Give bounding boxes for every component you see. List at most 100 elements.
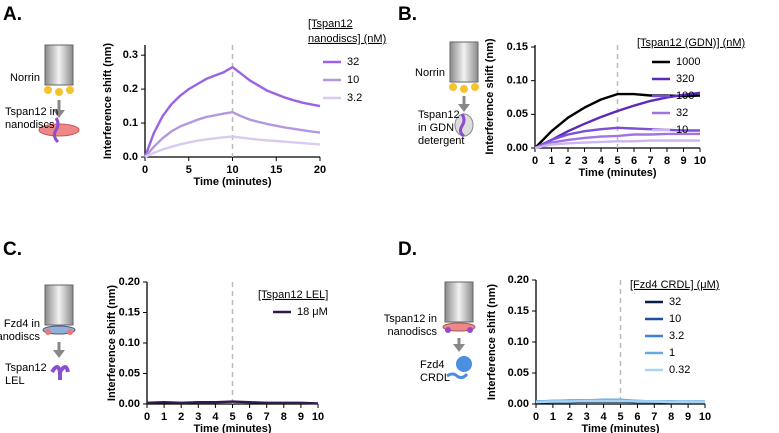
legend-label: 0.32 xyxy=(669,364,690,376)
legend-label: 1 xyxy=(669,347,675,359)
y-tick-label: 0.20 xyxy=(119,276,140,288)
panel-label: A. xyxy=(3,4,22,25)
panel-label: C. xyxy=(3,239,22,260)
schematic-label: Norrin xyxy=(10,72,40,84)
x-tick-label: 7 xyxy=(264,411,270,423)
y-tick-label: 0.05 xyxy=(119,367,140,379)
x-tick-label: 3 xyxy=(584,411,590,423)
y-tick-label: 0.10 xyxy=(507,75,528,87)
x-tick-label: 5 xyxy=(186,164,192,176)
legend-title: [Tspan12 xyxy=(308,18,353,30)
x-tick-label: 9 xyxy=(685,411,691,423)
x-tick-label: 2 xyxy=(567,411,573,423)
y-tick-label: 0.05 xyxy=(507,108,528,120)
schematic xyxy=(449,41,479,138)
x-axis-label: Time (minutes) xyxy=(193,423,271,433)
y-tick-label: 0.10 xyxy=(119,337,140,349)
x-tick-label: 8 xyxy=(668,411,674,423)
schematic-label: LEL xyxy=(5,375,25,387)
schematic-label: Tspan12 in xyxy=(5,106,58,118)
x-tick-label: 2 xyxy=(178,411,184,423)
x-tick-label: 9 xyxy=(680,155,686,167)
panel-label: D. xyxy=(398,239,417,260)
schematic-label: Norrin xyxy=(415,67,445,79)
y-tick-label: 0.00 xyxy=(507,142,528,154)
legend-label: 32 xyxy=(347,56,359,68)
x-tick-label: 5 xyxy=(614,155,620,167)
schematic-label: Tspan12 xyxy=(418,109,460,121)
x-tick-label: 7 xyxy=(651,411,657,423)
legend-label: 10 xyxy=(347,74,359,86)
x-tick-label: 4 xyxy=(212,411,219,423)
y-tick-label: 0.20 xyxy=(508,274,529,286)
x-tick-label: 20 xyxy=(314,164,326,176)
x-tick-label: 6 xyxy=(634,411,640,423)
legend-label: 1000 xyxy=(676,56,700,68)
schematic-label: nanodiscs xyxy=(387,326,437,338)
x-tick-label: 7 xyxy=(647,155,653,167)
y-axis-label: Interference shift (nm) xyxy=(486,284,498,400)
x-tick-label: 4 xyxy=(601,411,608,423)
schematic-label: nanodiscs xyxy=(0,331,40,343)
legend-label: 10 xyxy=(669,313,681,325)
series-line xyxy=(534,139,700,150)
x-tick-label: 4 xyxy=(598,155,605,167)
y-tick-label: 0.2 xyxy=(123,83,138,95)
y-tick-label: 0.15 xyxy=(119,306,140,318)
series-line xyxy=(146,400,319,405)
legend-title: [Fzd4 CRDL] (μM) xyxy=(630,279,719,291)
series-line xyxy=(535,399,705,404)
legend-label: 3.2 xyxy=(347,92,362,104)
legend-title: nanodiscs] (nM) xyxy=(308,33,386,45)
x-tick-label: 6 xyxy=(631,155,637,167)
legend-label: 32 xyxy=(676,107,688,119)
legend-label: 32 xyxy=(669,296,681,308)
schematic-label: Tspan12 in xyxy=(384,313,437,325)
panel-label: B. xyxy=(398,4,417,25)
y-axis-label: Interference shift (nm) xyxy=(106,285,118,401)
schematic-label: Tspan12 xyxy=(5,362,47,374)
x-tick-label: 0 xyxy=(144,411,150,423)
x-tick-label: 8 xyxy=(664,155,670,167)
series-line xyxy=(143,65,321,158)
x-tick-label: 0 xyxy=(533,411,539,423)
series-line xyxy=(144,111,321,158)
series-line xyxy=(534,91,701,150)
x-tick-label: 9 xyxy=(298,411,304,423)
legend-label: 18 μM xyxy=(297,306,328,318)
series-line xyxy=(144,135,321,159)
y-axis-label: Interference shift (nm) xyxy=(484,38,496,154)
y-tick-label: 0.0 xyxy=(123,151,138,163)
legend-label: 320 xyxy=(676,73,694,85)
schematic xyxy=(442,281,476,380)
x-tick-label: 15 xyxy=(270,164,282,176)
schematic-label: in GDN xyxy=(418,122,454,134)
x-tick-label: 8 xyxy=(281,411,287,423)
y-tick-label: 0.10 xyxy=(508,336,529,348)
x-tick-label: 10 xyxy=(312,411,324,423)
schematic-label: Fzd4 in xyxy=(4,318,40,330)
schematic-label: detergent xyxy=(418,135,464,147)
y-tick-label: 0.15 xyxy=(508,305,529,317)
x-tick-label: 0 xyxy=(142,164,148,176)
x-tick-label: 5 xyxy=(617,411,623,423)
legend-title: [Tspan12 (GDN)] (nM) xyxy=(637,37,745,49)
x-axis-label: Time (minutes) xyxy=(581,423,659,433)
schematic xyxy=(38,44,80,144)
y-tick-label: 0.05 xyxy=(508,367,529,379)
y-axis-label: Interference shift (nm) xyxy=(102,43,114,159)
x-tick-label: 1 xyxy=(550,411,556,423)
schematic xyxy=(42,284,76,380)
schematic-label: CRDL xyxy=(420,372,450,384)
legend-label: 3.2 xyxy=(669,330,684,342)
schematic-label: Fzd4 xyxy=(420,359,444,371)
x-tick-label: 10 xyxy=(699,411,711,423)
legend-label: 10 xyxy=(676,124,688,136)
y-tick-label: 0.15 xyxy=(507,41,528,53)
x-tick-label: 1 xyxy=(161,411,167,423)
y-tick-label: 0.1 xyxy=(123,117,138,129)
